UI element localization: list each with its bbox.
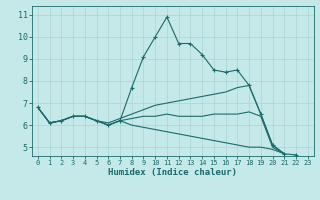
X-axis label: Humidex (Indice chaleur): Humidex (Indice chaleur) bbox=[108, 168, 237, 177]
